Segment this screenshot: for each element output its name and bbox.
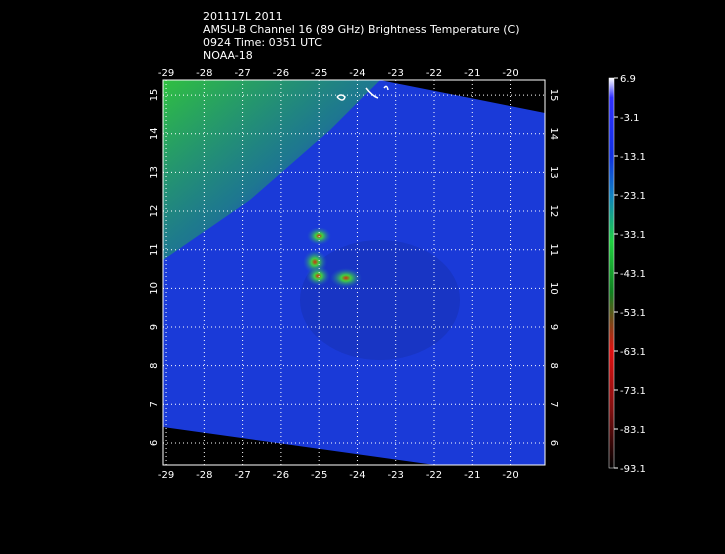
plot-frame — [162, 79, 546, 466]
y-tick-label: 8 — [149, 362, 160, 368]
y-tick-label: 9 — [548, 324, 559, 330]
header-line: 0924 Time: 0351 UTC — [203, 36, 322, 49]
x-tick-label: -29 — [158, 68, 174, 79]
y-tick-label: 14 — [149, 127, 160, 140]
header-line: 201117L 2011 — [203, 10, 283, 23]
y-tick-label: 13 — [149, 166, 160, 179]
colorbar-tick-label: 6.9 — [620, 74, 636, 85]
convection — [306, 266, 330, 286]
y-tick-label: 15 — [149, 89, 160, 102]
x-tick-label: -22 — [426, 470, 442, 481]
colorbar-tick-label: -23.1 — [620, 191, 646, 202]
colorbar-tick-label: -63.1 — [620, 347, 646, 358]
x-tick-label: -27 — [234, 68, 250, 79]
x-tick-label: -29 — [158, 470, 174, 481]
header-line: NOAA-18 — [203, 49, 253, 62]
y-tick-label: 6 — [149, 440, 160, 446]
colorbar-tick-label: -93.1 — [620, 464, 646, 475]
y-tick-label: 6 — [548, 440, 559, 446]
x-tick-label: -26 — [273, 68, 289, 79]
colorbar-tick-label: -73.1 — [620, 386, 646, 397]
green-region — [163, 80, 380, 260]
y-tick-label: 8 — [548, 362, 559, 368]
header: 201117L 2011 AMSU-B Channel 16 (89 GHz) … — [203, 10, 520, 62]
colorbar-tick-label: -13.1 — [620, 152, 646, 163]
header-line: AMSU-B Channel 16 (89 GHz) Brightness Te… — [203, 23, 520, 36]
x-tick-label: -27 — [234, 470, 250, 481]
x-tick-label: -25 — [311, 68, 327, 79]
y-tick-label: 10 — [149, 282, 160, 295]
x-tick-label: -21 — [464, 470, 480, 481]
x-tick-label: -26 — [273, 470, 289, 481]
y-tick-label: 14 — [548, 127, 559, 140]
y-tick-label: 11 — [548, 243, 559, 256]
colorbar — [608, 77, 615, 469]
image — [162, 79, 546, 466]
x-tick-label: -25 — [311, 470, 327, 481]
x-tick-label: -22 — [426, 68, 442, 79]
colorbar-tick-label: -3.1 — [620, 113, 640, 124]
x-tick-label: -20 — [502, 470, 518, 481]
colorbar-tick-label: -33.1 — [620, 230, 646, 241]
convection — [330, 268, 362, 288]
y-tick-label: 13 — [548, 166, 559, 179]
x-tick-label: -24 — [349, 68, 365, 79]
y-tick-label: 10 — [548, 282, 559, 295]
x-tick-label: -28 — [196, 68, 212, 79]
x-tick-label: -24 — [349, 470, 365, 481]
y-tick-label: 7 — [149, 401, 160, 407]
y-tick-label: 12 — [548, 205, 559, 218]
x-tick-label: -28 — [196, 470, 212, 481]
y-tick-label: 7 — [548, 401, 559, 407]
colorbar-tick-label: -43.1 — [620, 269, 646, 280]
x-tick-label: -23 — [388, 68, 404, 79]
colorbar-tick-label: -83.1 — [620, 425, 646, 436]
y-tick-label: 12 — [149, 205, 160, 218]
x-tick-label: -23 — [388, 470, 404, 481]
y-tick-label: 9 — [149, 324, 160, 330]
x-tick-label: -21 — [464, 68, 480, 79]
y-tick-label: 15 — [548, 89, 559, 102]
colorbar-tick-label: -53.1 — [620, 308, 646, 319]
x-tick-label: -20 — [502, 68, 518, 79]
y-tick-label: 11 — [149, 243, 160, 256]
